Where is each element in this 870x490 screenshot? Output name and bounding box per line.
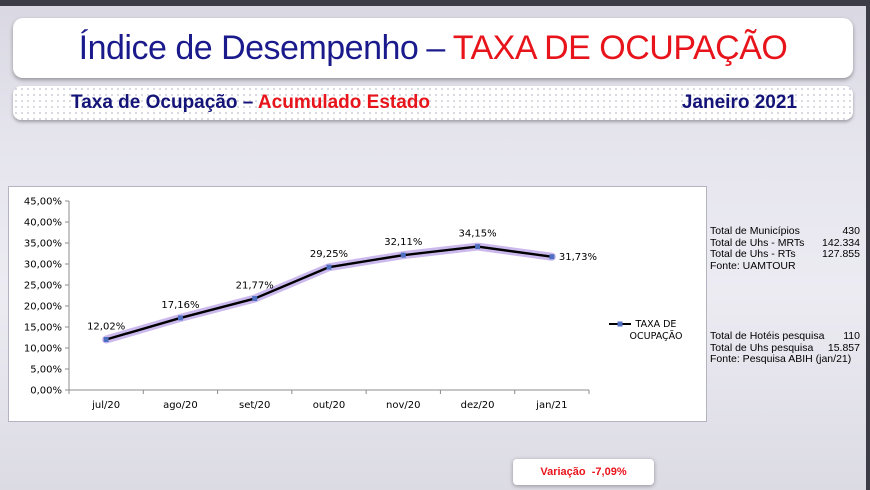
info-row: Total de Uhs pesquisa 15.857 bbox=[710, 341, 860, 355]
x-tick-label: out/20 bbox=[313, 400, 345, 411]
x-tick-label: set/20 bbox=[239, 400, 270, 411]
info-label: Total de Uhs - RTs bbox=[710, 248, 796, 260]
legend-label: OCUPAÇÃO bbox=[630, 331, 683, 342]
title-separator: – bbox=[426, 28, 445, 67]
data-point bbox=[400, 252, 406, 258]
occupancy-chart: 0,00% 5,00% 10,00% 15,00% 20,00% 25,00% 30,00%… bbox=[8, 186, 707, 422]
chart-canvas: 0,00% 5,00% 10,00% 15,00% 20,00% 25,00% 30,00%… bbox=[24, 197, 683, 412]
data-point bbox=[177, 315, 183, 321]
data-label: 29,25% bbox=[310, 249, 348, 260]
y-tick-label: 40,00% bbox=[24, 218, 62, 229]
y-tick-label: 35,00% bbox=[24, 239, 62, 250]
data-label: 21,77% bbox=[236, 281, 274, 292]
subtitle-main-text: Taxa de Ocupação bbox=[71, 92, 238, 113]
subtitle-left: Taxa de Ocupação – Acumulado Estado bbox=[71, 92, 430, 114]
data-point bbox=[326, 264, 332, 270]
data-label: 17,16% bbox=[161, 300, 199, 311]
info-label: Total de Uhs pesquisa bbox=[710, 341, 814, 354]
data-label: 34,15% bbox=[459, 229, 497, 240]
y-tick-label: 15,00% bbox=[24, 323, 62, 334]
x-tick-label: jul/20 bbox=[91, 400, 120, 411]
info-row: Total de Uhs - RTs 127.855 bbox=[710, 248, 860, 261]
info-row: Total de Uhs - MRTs 142.334 bbox=[710, 236, 860, 250]
info-value: 430 bbox=[842, 225, 860, 237]
data-label: 31,73% bbox=[559, 252, 597, 263]
x-tick-label: jan/21 bbox=[535, 400, 567, 411]
legend-marker bbox=[617, 321, 623, 327]
info-source: Fonte: Pesquisa ABIH (jan/21) bbox=[710, 353, 860, 366]
subtitle-period: Janeiro 2021 bbox=[681, 92, 797, 113]
data-label: 32,11% bbox=[384, 237, 422, 248]
info-row: Total de Municípios 430 bbox=[710, 225, 860, 238]
variation-text: Variação -7,09% bbox=[540, 466, 627, 478]
data-point bbox=[475, 244, 481, 250]
info-label: Total de Hotéis pesquisa bbox=[710, 330, 825, 342]
title-banner: Índice de Desempenho – TAXA DE OCUPAÇÃO bbox=[13, 18, 853, 78]
window-top-border bbox=[0, 0, 870, 6]
series-glow bbox=[102, 242, 556, 344]
series-line bbox=[105, 245, 553, 341]
info-label: Total de Municípios bbox=[710, 225, 800, 237]
info-label: Fonte: UAMTOUR bbox=[710, 259, 796, 272]
y-tick-label: 30,00% bbox=[24, 260, 62, 271]
variation-badge: Variação -7,09% bbox=[513, 459, 654, 485]
legend-label: TAXA DE bbox=[635, 319, 677, 330]
window-right-border bbox=[866, 0, 870, 490]
subtitle-banner: Taxa de Ocupação – Acumulado Estado Jane… bbox=[13, 86, 853, 120]
y-tick-label: 25,00% bbox=[24, 281, 62, 292]
y-tick-label: 10,00% bbox=[24, 344, 62, 355]
y-tick-label: 20,00% bbox=[24, 302, 62, 313]
data-point bbox=[549, 254, 555, 260]
info-label: Fonte: Pesquisa ABIH (jan/21) bbox=[710, 353, 852, 365]
info-source: Fonte: UAMTOUR bbox=[710, 259, 860, 273]
info-value: 15.857 bbox=[827, 341, 860, 354]
info-block-uamtour: Total de Municípios 430 Total de Uhs - MR… bbox=[710, 225, 860, 273]
info-block-abih: Total de Hotéis pesquisa 110 Total de Uhs… bbox=[710, 330, 860, 366]
info-row: Total de Hotéis pesquisa 110 bbox=[710, 330, 860, 343]
data-label: 12,02% bbox=[87, 322, 125, 333]
info-label: Total de Uhs - MRTs bbox=[710, 236, 805, 249]
x-tick-label: nov/20 bbox=[386, 400, 420, 411]
subtitle-accent-text: Acumulado Estado bbox=[257, 92, 430, 113]
y-tick-label: 45,00% bbox=[24, 197, 62, 208]
info-value: 142.334 bbox=[822, 236, 860, 249]
subtitle-separator: – bbox=[237, 92, 258, 113]
data-point bbox=[103, 337, 109, 343]
y-tick-label: 5,00% bbox=[30, 365, 62, 376]
x-tick-label: ago/20 bbox=[163, 400, 198, 411]
y-tick-label: 0,00% bbox=[30, 386, 62, 397]
x-tick-label: dez/20 bbox=[461, 400, 495, 411]
info-value: 127.855 bbox=[822, 248, 860, 260]
data-point bbox=[252, 296, 258, 302]
title-main-text: Índice de Desempenho bbox=[78, 28, 419, 67]
title-accent-text: TAXA DE OCUPAÇÃO bbox=[452, 28, 788, 67]
info-value: 110 bbox=[843, 330, 860, 342]
